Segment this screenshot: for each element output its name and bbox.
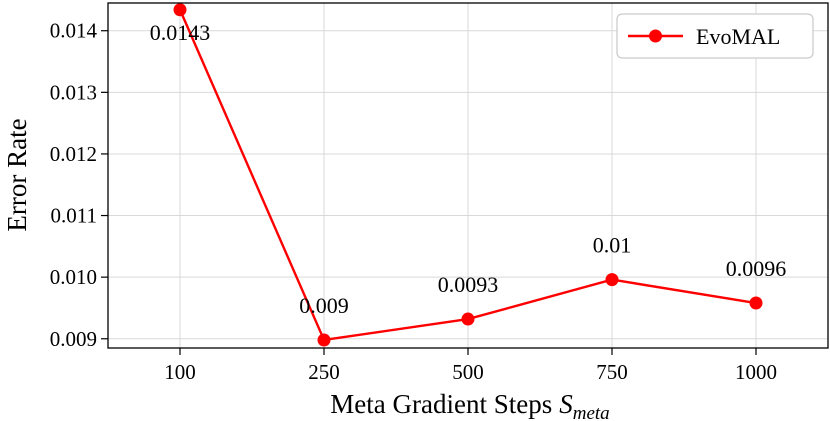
legend-label-evomal: EvoMAL [696, 24, 780, 49]
y-tick-label: 0.014 [50, 19, 98, 43]
data-labels: 0.0143 0.009 0.0093 0.01 0.0096 [150, 20, 787, 318]
x-axis-title-text: Meta Gradient Steps [330, 389, 552, 419]
x-axis-title-subscript: meta [573, 403, 610, 421]
y-tick-label: 0.009 [50, 327, 97, 351]
legend-box [616, 13, 814, 59]
x-tick-label: 500 [452, 360, 484, 384]
y-tick-label: 0.013 [50, 80, 97, 104]
series-layer [173, 3, 763, 347]
data-label: 0.01 [593, 233, 632, 258]
x-tick-label: 1000 [735, 360, 777, 384]
data-point [605, 273, 619, 287]
data-label: 0.0096 [726, 256, 787, 281]
x-axis-title: Meta Gradient Steps Smeta [330, 389, 609, 421]
grid [108, 3, 828, 348]
data-label: 0.0143 [150, 20, 211, 45]
y-tick-label: 0.012 [50, 142, 97, 166]
legend: EvoMAL [616, 13, 814, 59]
y-tick-label: 0.011 [51, 204, 97, 228]
legend-marker-evomal [649, 29, 662, 43]
x-tick-label: 750 [596, 360, 628, 384]
y-axis-title: Error Rate [2, 118, 32, 231]
data-label: 0.0093 [438, 272, 499, 297]
x-tick-label: 100 [164, 360, 196, 384]
data-label: 0.009 [299, 293, 349, 318]
x-tick-label: 250 [308, 360, 340, 384]
plot-frame [107, 2, 829, 349]
data-point [749, 296, 763, 310]
y-tick-label: 0.010 [50, 265, 97, 289]
data-point [173, 3, 187, 17]
data-point [317, 333, 331, 347]
data-point [461, 312, 475, 326]
axis-ticks: 0.009 0.010 0.011 0.012 0.013 0.014 100 250 500 7… [50, 19, 777, 384]
x-axis-title-symbol: S [559, 389, 573, 419]
